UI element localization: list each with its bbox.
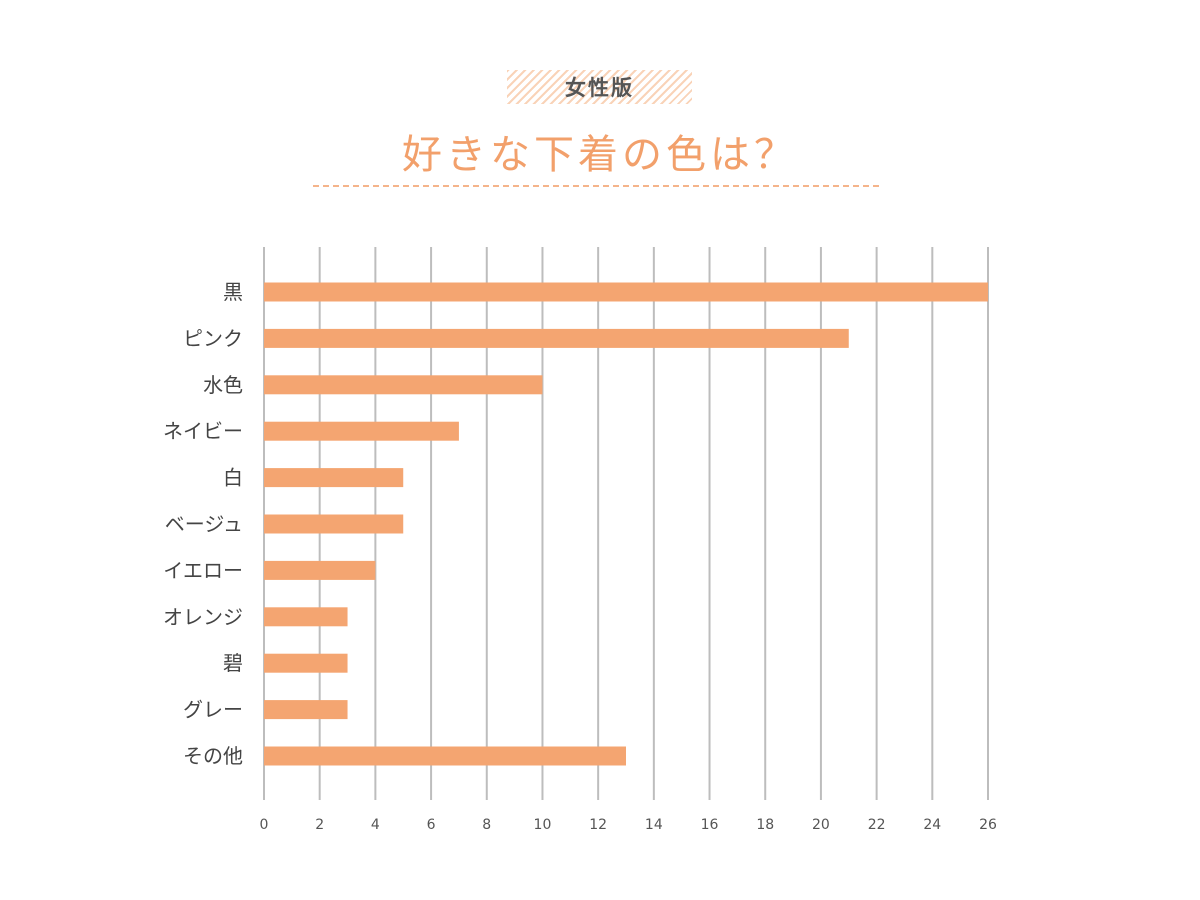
category-label: 白 xyxy=(223,466,243,490)
bar-8 xyxy=(264,653,348,673)
bar-6 xyxy=(264,560,376,580)
category-label: ピンク xyxy=(183,326,243,350)
x-tick-label: 26 xyxy=(979,817,997,833)
x-tick-label: 18 xyxy=(756,817,774,833)
bar-2 xyxy=(264,375,543,395)
x-tick-label: 8 xyxy=(482,817,491,833)
category-label: ベージュ xyxy=(165,512,243,536)
subtitle-badge: 女性版 xyxy=(507,70,692,104)
category-label: 黒 xyxy=(223,280,243,304)
category-label: オレンジ xyxy=(163,605,243,629)
bar-9 xyxy=(264,700,348,720)
x-tick-label: 24 xyxy=(923,817,941,833)
category-label: その他 xyxy=(183,744,243,768)
x-tick-label: 6 xyxy=(427,817,436,833)
category-label: ネイビー xyxy=(163,419,243,443)
x-tick-label: 12 xyxy=(589,817,607,833)
chart-title: 好きな下着の色は？ xyxy=(402,132,798,178)
x-tick-label: 2 xyxy=(315,817,324,833)
title-divider xyxy=(313,185,879,187)
x-tick-label: 14 xyxy=(645,817,663,833)
x-tick-label: 22 xyxy=(868,817,886,833)
category-label: 碧 xyxy=(223,651,243,675)
category-label: グレー xyxy=(183,698,243,722)
x-tick-label: 10 xyxy=(534,817,552,833)
bar-5 xyxy=(264,514,404,534)
x-tick-label: 0 xyxy=(260,817,269,833)
bar-0 xyxy=(264,282,988,302)
bar-7 xyxy=(264,607,348,627)
bar-10 xyxy=(264,746,626,766)
bar-1 xyxy=(264,328,849,348)
bar-3 xyxy=(264,421,459,441)
x-tick-label: 4 xyxy=(371,817,380,833)
bar-4 xyxy=(264,468,404,488)
subtitle-text: 女性版 xyxy=(565,76,634,100)
category-label: イエロー xyxy=(163,558,243,582)
category-label: 水色 xyxy=(203,373,243,397)
x-tick-label: 20 xyxy=(812,817,830,833)
x-tick-label: 16 xyxy=(701,817,719,833)
